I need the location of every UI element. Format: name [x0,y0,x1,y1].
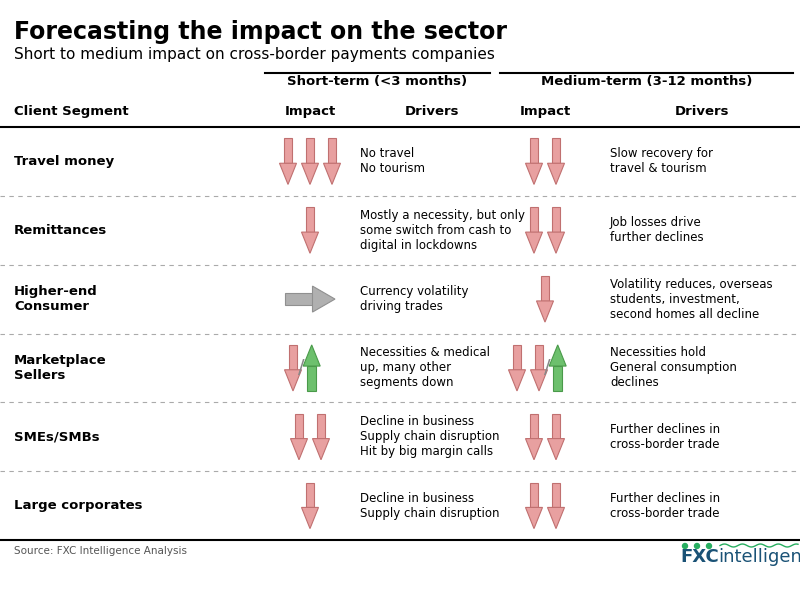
Polygon shape [526,508,542,529]
Polygon shape [302,508,318,529]
Polygon shape [526,232,542,253]
Text: Travel money: Travel money [14,155,114,168]
Text: Slow recovery for
travel & tourism: Slow recovery for travel & tourism [610,148,713,175]
Polygon shape [541,276,550,301]
Polygon shape [279,163,297,184]
Polygon shape [551,414,561,439]
Polygon shape [307,366,316,391]
Text: Medium-term (3-12 months): Medium-term (3-12 months) [541,75,752,88]
Text: Impact: Impact [519,105,570,118]
Polygon shape [327,139,337,163]
Text: SMEs/SMBs: SMEs/SMBs [14,430,100,443]
Polygon shape [513,345,522,370]
Text: Volatility reduces, overseas
students, investment,
second homes all decline: Volatility reduces, overseas students, i… [610,278,773,320]
Polygon shape [323,163,341,184]
Text: Necessities & medical
up, many other
segments down: Necessities & medical up, many other seg… [360,346,490,389]
Text: Further declines in
cross-border trade: Further declines in cross-border trade [610,491,720,520]
Polygon shape [526,163,542,184]
Circle shape [682,544,687,548]
Polygon shape [290,439,307,460]
Polygon shape [302,163,318,184]
Text: Remittances: Remittances [14,224,107,237]
Polygon shape [509,370,526,391]
Text: Forecasting the impact on the sector: Forecasting the impact on the sector [14,20,507,44]
Text: Mostly a necessity, but only
some switch from cash to
digital in lockdowns: Mostly a necessity, but only some switch… [360,209,525,252]
Polygon shape [294,414,303,439]
Text: Higher-end
Consumer: Higher-end Consumer [14,285,98,313]
Polygon shape [547,439,565,460]
Text: Short-term (<3 months): Short-term (<3 months) [287,75,467,88]
Polygon shape [306,139,314,163]
Polygon shape [530,414,538,439]
Polygon shape [551,482,561,508]
Text: Source: FXC Intelligence Analysis: Source: FXC Intelligence Analysis [14,546,187,556]
Polygon shape [547,163,565,184]
Text: Client Segment: Client Segment [14,105,129,118]
Text: Further declines in
cross-border trade: Further declines in cross-border trade [610,423,720,451]
Text: Currency volatility
driving trades: Currency volatility driving trades [360,285,469,313]
Text: Drivers: Drivers [406,105,460,118]
Text: Marketplace
Sellers: Marketplace Sellers [14,354,106,382]
Text: Necessities hold
General consumption
declines: Necessities hold General consumption dec… [610,346,737,389]
Polygon shape [303,345,320,366]
Polygon shape [317,414,326,439]
Polygon shape [283,139,293,163]
Polygon shape [530,207,538,232]
Text: Decline in business
Supply chain disruption: Decline in business Supply chain disrupt… [360,491,499,520]
Polygon shape [306,482,314,508]
Text: FXC: FXC [680,548,718,566]
Text: Impact: Impact [284,105,336,118]
Polygon shape [547,508,565,529]
Text: Job losses drive
further declines: Job losses drive further declines [610,216,704,244]
Polygon shape [285,293,313,305]
Polygon shape [551,207,561,232]
Polygon shape [554,366,562,391]
Polygon shape [306,207,314,232]
Polygon shape [550,345,566,366]
Polygon shape [530,139,538,163]
Polygon shape [547,232,565,253]
Polygon shape [313,286,335,312]
Text: intelligence: intelligence [718,548,800,566]
Text: Short to medium impact on cross-border payments companies: Short to medium impact on cross-border p… [14,47,495,62]
Polygon shape [530,370,547,391]
Polygon shape [302,232,318,253]
Circle shape [706,544,711,548]
Text: Drivers: Drivers [674,105,729,118]
Polygon shape [285,370,302,391]
Polygon shape [534,345,543,370]
Text: /: / [298,358,305,377]
Polygon shape [537,301,554,322]
Polygon shape [551,139,561,163]
Polygon shape [530,482,538,508]
Polygon shape [289,345,298,370]
Text: Decline in business
Supply chain disruption
Hit by big margin calls: Decline in business Supply chain disrupt… [360,415,499,458]
Text: No travel
No tourism: No travel No tourism [360,148,425,175]
Polygon shape [526,439,542,460]
Text: /: / [545,358,551,377]
Polygon shape [313,439,330,460]
Circle shape [694,544,699,548]
Text: Large corporates: Large corporates [14,499,142,512]
